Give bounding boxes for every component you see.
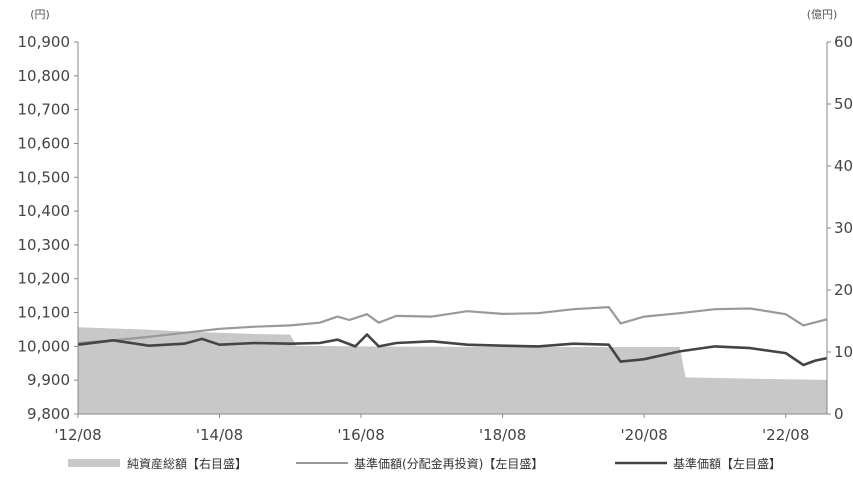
left-tick-label: 9,900 xyxy=(27,371,70,389)
left-axis-ticks: 9,800 9,900 10,000 10,100 10,200 10,300 10,400… xyxy=(18,33,78,423)
x-tick-label: '20/08 xyxy=(620,426,667,444)
x-tick-label: '12/08 xyxy=(54,426,101,444)
x-axis-ticks: '12/08 '14/08 '16/08 '18/08 '20/08 '22/08 xyxy=(54,414,809,444)
legend: 純資産総額【右目盛】 基準価額(分配金再投資)【左目盛】 基準価額【左目盛】 xyxy=(68,456,781,471)
x-tick-label: '18/08 xyxy=(479,426,526,444)
right-tick-label: 30 xyxy=(834,219,853,237)
x-tick-label: '14/08 xyxy=(196,426,243,444)
series-net-assets-area xyxy=(78,327,827,414)
legend-label-nav-reinvested: 基準価額(分配金再投資)【左目盛】 xyxy=(354,456,543,471)
left-tick-label: 10,300 xyxy=(18,236,71,254)
series-nav-reinvested-line xyxy=(77,306,828,345)
left-tick-label: 10,600 xyxy=(18,134,71,152)
left-tick-label: 10,900 xyxy=(18,33,71,51)
left-tick-label: 10,800 xyxy=(18,67,71,85)
left-tick-label: 10,000 xyxy=(18,337,71,355)
legend-label-net-assets: 純資産総額【右目盛】 xyxy=(127,456,247,471)
left-tick-label: 10,100 xyxy=(18,304,71,322)
x-tick-label: '16/08 xyxy=(337,426,384,444)
right-tick-label: 50 xyxy=(834,95,853,113)
series-nav-line xyxy=(77,333,828,367)
right-axis-ticks: 0 10 20 30 40 50 60 xyxy=(827,33,853,423)
left-tick-label: 9,800 xyxy=(27,405,70,423)
right-tick-label: 60 xyxy=(834,33,853,51)
line-layer xyxy=(77,306,828,367)
right-tick-label: 10 xyxy=(834,343,853,361)
left-tick-label: 10,500 xyxy=(18,168,71,186)
left-tick-label: 10,200 xyxy=(18,270,71,288)
left-axis-unit: (円) xyxy=(30,8,50,21)
right-axis-unit: (億円) xyxy=(807,8,838,21)
right-tick-label: 40 xyxy=(834,157,853,175)
left-tick-label: 10,400 xyxy=(18,202,71,220)
left-tick-label: 10,700 xyxy=(18,101,71,119)
x-tick-label: '22/08 xyxy=(762,426,809,444)
legend-swatch-net-assets xyxy=(68,459,120,467)
right-tick-label: 0 xyxy=(834,405,844,423)
legend-label-nav: 基準価額【左目盛】 xyxy=(673,456,781,471)
right-tick-label: 20 xyxy=(834,281,853,299)
area-layer xyxy=(78,327,827,414)
